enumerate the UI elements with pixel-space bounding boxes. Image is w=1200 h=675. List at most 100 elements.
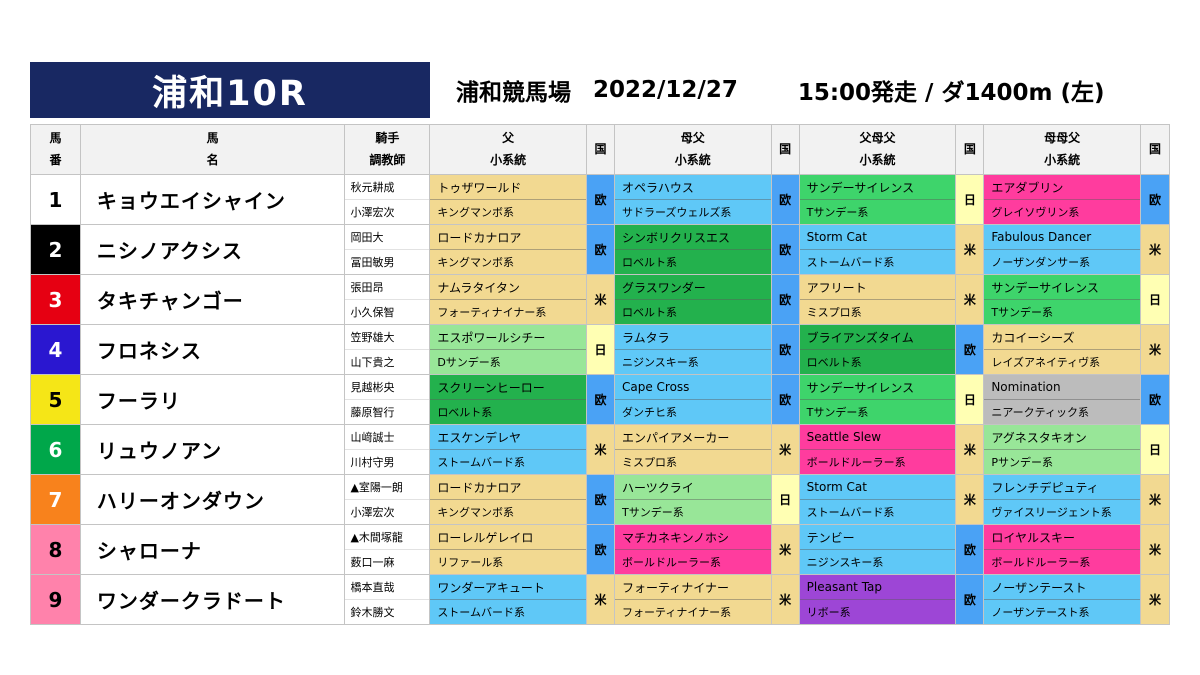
sdsire-cell: サンデーサイレンス Tサンデー系	[799, 175, 957, 224]
horse-number: 7	[31, 475, 81, 524]
col-header-horse-name-line1: 馬	[206, 130, 219, 145]
damsire-cell: ハーツクライ Tサンデー系	[614, 475, 772, 524]
horse-name: キョウエイシャイン	[81, 175, 346, 224]
sdsire-line: Tサンデー系	[806, 406, 869, 419]
jockey-trainer-cell: ▲木間塚龍 薮口一麻	[345, 525, 431, 574]
sire-cell: ローレルゲレイロ リファール系	[430, 525, 588, 574]
jockey-name: 山﨑誠士	[345, 425, 430, 450]
ddsire-country: 日	[1141, 425, 1169, 474]
ddsire-name: ノーザンテースト	[984, 575, 1141, 600]
jockey-trainer-cell: ▲室陽一朗 小澤宏次	[345, 475, 431, 524]
damsire-line: サドラーズウェルズ系	[621, 206, 732, 219]
sdsire-name: Seattle Slew	[799, 425, 956, 450]
damsire-country: 米	[771, 525, 800, 574]
jockey-trainer-cell: 山﨑誠士 川村守男	[345, 425, 431, 474]
damsire-line: ロベルト系	[621, 306, 677, 319]
ddsire-country: 欧	[1141, 375, 1169, 424]
ddsire-name: アグネスタキオン	[984, 425, 1141, 450]
damsire-line: ミスプロ系	[621, 456, 677, 469]
jockey-trainer-cell: 張田昂 小久保智	[345, 275, 431, 324]
trainer-name: 川村守男	[350, 456, 395, 469]
damsire-cell: グラスワンダー ロベルト系	[614, 275, 772, 324]
col-header-horse-name-line2: 名	[206, 152, 219, 167]
horse-number: 8	[31, 525, 81, 574]
sire-cell: トゥザワールド キングマンボ系	[430, 175, 588, 224]
ddsire-name: ロイヤルスキー	[984, 525, 1141, 550]
sdsire-cell: アフリート ミスプロ系	[799, 275, 957, 324]
sdsire-name: サンデーサイレンス	[799, 175, 956, 200]
horse-number: 4	[31, 325, 81, 374]
sdsire-country: 米	[956, 225, 985, 274]
trainer-name: 鈴木勝文	[350, 606, 395, 619]
sire-country: 欧	[587, 225, 615, 274]
horse-row: 5 フーラリ 見越彬央 藤原智行 スクリーンヒーロー ロベルト系 欧 Cape …	[31, 375, 1169, 425]
race-title: 浦和10R	[30, 62, 430, 118]
damsire-name: ラムタラ	[614, 325, 771, 350]
col-header-dams-damsire-line2: 小系統	[1044, 152, 1081, 167]
damsire-country: 欧	[771, 225, 800, 274]
ddsire-line: ヴァイスリージェント系	[991, 506, 1112, 519]
jockey-trainer-cell: 笠野雄大 山下貴之	[345, 325, 431, 374]
horse-name: フロネシス	[81, 325, 346, 374]
ddsire-line: ボールドルーラー系	[991, 556, 1091, 569]
ddsire-name: サンデーサイレンス	[984, 275, 1141, 300]
damsire-country: 日	[771, 475, 800, 524]
ddsire-cell: カコイーシーズ レイズアネイティヴ系	[984, 325, 1142, 374]
sdsire-cell: ブライアンズタイム ロベルト系	[799, 325, 957, 374]
jockey-trainer-cell: 橋本直哉 鈴木勝文	[345, 575, 431, 624]
sire-cell: エスケンデレヤ ストームバード系	[430, 425, 588, 474]
race-table-body: 1 キョウエイシャイン 秋元耕成 小澤宏次 トゥザワールド キングマンボ系 欧 …	[31, 175, 1169, 625]
sdsire-cell: テンビー ニジンスキー系	[799, 525, 957, 574]
col-header-dams-damsire: 母母父 小系統	[984, 125, 1142, 174]
horse-number: 5	[31, 375, 81, 424]
sdsire-cell: Seattle Slew ボールドルーラー系	[799, 425, 957, 474]
damsire-line: ロベルト系	[621, 256, 677, 269]
trainer-name: 冨田敏男	[350, 256, 395, 269]
ddsire-line: Tサンデー系	[991, 306, 1054, 319]
col-header-sire: 父 小系統	[430, 125, 587, 174]
sdsire-line: ストームバード系	[806, 256, 895, 269]
damsire-name: オペラハウス	[614, 175, 771, 200]
sdsire-name: Storm Cat	[799, 225, 956, 250]
sdsire-cell: Storm Cat ストームバード系	[799, 225, 957, 274]
ddsire-cell: アグネスタキオン Pサンデー系	[984, 425, 1142, 474]
ddsire-country: 米	[1141, 525, 1169, 574]
sire-line: フォーティナイナー系	[437, 306, 547, 319]
damsire-line: フォーティナイナー系	[621, 606, 732, 619]
damsire-cell: Cape Cross ダンチヒ系	[614, 375, 772, 424]
damsire-name: シンボリクリスエス	[614, 225, 771, 250]
race-card-page: 浦和10R 浦和競馬場 2022/12/27 15:00発走 / ダ1400m …	[30, 62, 1170, 625]
ddsire-line: グレイソヴリン系	[991, 206, 1080, 219]
damsire-country: 米	[771, 575, 800, 624]
damsire-line: ダンチヒ系	[621, 406, 677, 419]
damsire-name: マチカネキンノホシ	[614, 525, 771, 550]
sdsire-line: ニジンスキー系	[806, 556, 884, 569]
sire-country: 日	[587, 325, 615, 374]
jockey-trainer-cell: 岡田大 冨田敏男	[345, 225, 431, 274]
sdsire-country: 日	[956, 375, 985, 424]
jockey-name: ▲木間塚龍	[345, 525, 430, 550]
ddsire-name: Nomination	[984, 375, 1141, 400]
col-header-dams-damsire-line1: 母母父	[1044, 130, 1081, 145]
sire-line: ストームバード系	[437, 456, 525, 469]
sdsire-line: ロベルト系	[806, 356, 862, 369]
sdsire-cell: サンデーサイレンス Tサンデー系	[799, 375, 957, 424]
sdsire-country: 日	[956, 175, 985, 224]
damsire-name: ハーツクライ	[614, 475, 771, 500]
damsire-line: ニジンスキー系	[621, 356, 699, 369]
col-header-sires-damsire-line1: 父母父	[859, 130, 896, 145]
damsire-country: 欧	[771, 175, 800, 224]
ddsire-line: Pサンデー系	[991, 456, 1053, 469]
horse-row: 8 シャローナ ▲木間塚龍 薮口一麻 ローレルゲレイロ リファール系 欧 マチカ…	[31, 525, 1169, 575]
sire-name: ロードカナロア	[430, 225, 587, 250]
sire-name: エスケンデレヤ	[430, 425, 587, 450]
damsire-name: グラスワンダー	[614, 275, 771, 300]
sdsire-line: リボー系	[806, 606, 851, 619]
trainer-name: 小澤宏次	[350, 206, 395, 219]
jockey-name: 橋本直哉	[345, 575, 430, 600]
damsire-country: 欧	[771, 275, 800, 324]
jockey-trainer-cell: 見越彬央 藤原智行	[345, 375, 431, 424]
col-header-sires-damsire-line2: 小系統	[859, 152, 896, 167]
sire-name: エスポワールシチー	[430, 325, 587, 350]
horse-row: 4 フロネシス 笠野雄大 山下貴之 エスポワールシチー Dサンデー系 日 ラムタ…	[31, 325, 1169, 375]
